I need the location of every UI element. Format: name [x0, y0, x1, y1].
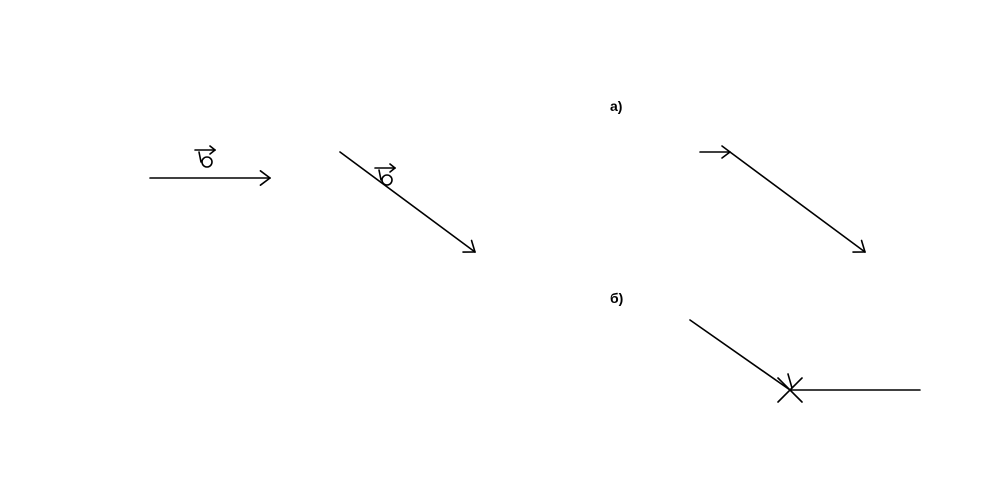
figure-b: [690, 320, 920, 402]
diagram-canvas: [0, 0, 1007, 503]
vector-label-b: [375, 164, 395, 185]
label-a: а): [610, 98, 622, 114]
vector-a: [150, 171, 270, 185]
vector-b: [340, 152, 475, 252]
vector-label-a: [195, 146, 215, 167]
figure-a: [700, 146, 865, 252]
label-b: б): [610, 290, 623, 306]
